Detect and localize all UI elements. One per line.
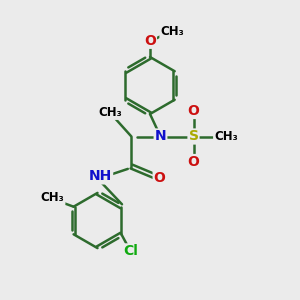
Text: S: S bbox=[188, 130, 199, 143]
Text: O: O bbox=[154, 171, 166, 184]
Text: CH₃: CH₃ bbox=[214, 130, 238, 143]
Text: CH₃: CH₃ bbox=[41, 191, 64, 204]
Text: Cl: Cl bbox=[123, 244, 138, 258]
Text: CH₃: CH₃ bbox=[160, 25, 184, 38]
Text: CH₃: CH₃ bbox=[98, 106, 122, 119]
Text: O: O bbox=[188, 155, 200, 169]
Text: N: N bbox=[155, 130, 166, 143]
Text: O: O bbox=[144, 34, 156, 48]
Text: O: O bbox=[188, 104, 200, 118]
Text: NH: NH bbox=[89, 169, 112, 183]
